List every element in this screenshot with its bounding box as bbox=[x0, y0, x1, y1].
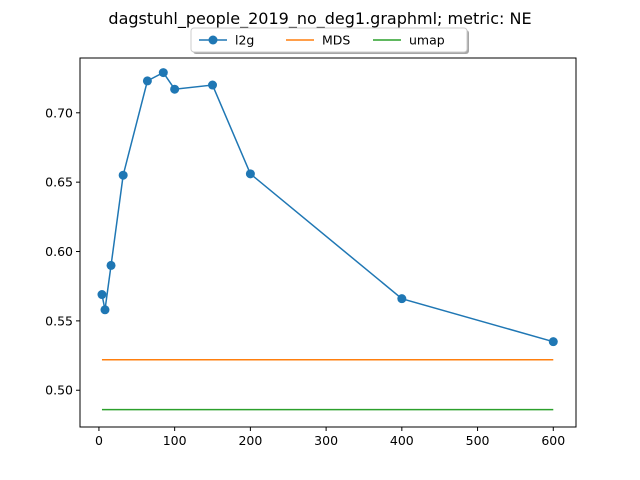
axis-ticks: 0 100 200 300 400 500 600 0.50 0.55 0.60 0.65 0.70 bbox=[45, 105, 565, 448]
data-point-l2g bbox=[548, 337, 558, 347]
x-tick-label: 600 bbox=[541, 433, 565, 448]
data-point-l2g bbox=[158, 68, 168, 78]
y-tick-label: 0.65 bbox=[45, 175, 73, 190]
x-tick-label: 100 bbox=[163, 433, 187, 448]
data-point-l2g bbox=[245, 169, 255, 179]
y-tick-label: 0.70 bbox=[45, 105, 73, 120]
data-point-l2g bbox=[170, 84, 180, 94]
legend-marker-l2g bbox=[208, 35, 218, 45]
y-tick-label: 0.50 bbox=[45, 383, 73, 398]
data-point-l2g bbox=[118, 170, 128, 180]
chart-title: dagstuhl_people_2019_no_deg1.graphml; me… bbox=[108, 9, 531, 29]
data-point-l2g bbox=[100, 305, 110, 315]
legend: l2g MDS umap bbox=[190, 27, 469, 54]
data-point-l2g bbox=[106, 260, 116, 270]
x-tick-label: 500 bbox=[466, 433, 490, 448]
series-line-l2g bbox=[101, 71, 554, 343]
plot-frame bbox=[79, 57, 577, 428]
data-point-l2g bbox=[397, 294, 407, 304]
x-tick-label: 400 bbox=[390, 433, 414, 448]
legend-label-l2g: l2g bbox=[235, 33, 254, 48]
data-point-l2g bbox=[142, 76, 152, 86]
y-tick-label: 0.55 bbox=[45, 313, 73, 328]
legend-label-MDS: MDS bbox=[322, 33, 350, 48]
legend-box bbox=[190, 27, 468, 53]
plot-series bbox=[97, 68, 558, 411]
data-point-l2g bbox=[97, 290, 107, 300]
y-tick-label: 0.60 bbox=[45, 244, 73, 259]
x-tick-label: 300 bbox=[314, 433, 338, 448]
x-tick-label: 200 bbox=[238, 433, 262, 448]
data-point-l2g bbox=[208, 80, 218, 90]
legend-label-umap: umap bbox=[409, 33, 445, 48]
x-tick-label: 0 bbox=[95, 433, 103, 448]
